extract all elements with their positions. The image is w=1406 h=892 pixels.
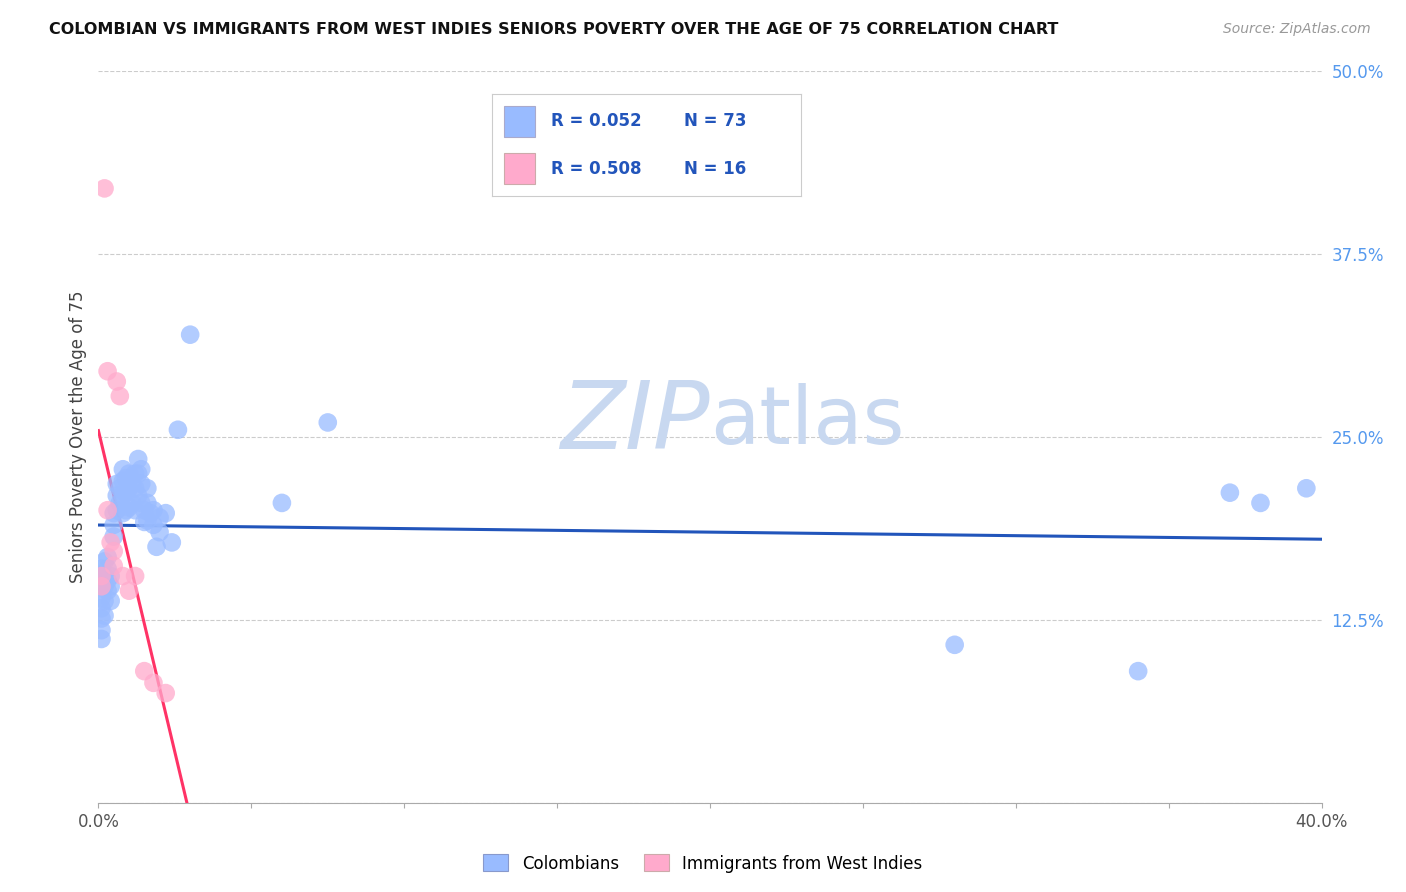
- Point: [111, 569, 134, 583]
- Point: [108, 481, 131, 495]
- Point: [93, 181, 115, 195]
- Point: [115, 485, 138, 500]
- Point: [100, 569, 122, 583]
- Point: [127, 489, 149, 503]
- Point: [93, 569, 115, 583]
- Point: [90, 601, 112, 615]
- Point: [97, 549, 120, 564]
- Point: [105, 503, 128, 517]
- Point: [118, 500, 141, 515]
- Point: [93, 608, 115, 623]
- Legend: Colombians, Immigrants from West Indies: Colombians, Immigrants from West Indies: [477, 847, 929, 880]
- Point: [136, 496, 159, 510]
- Point: [115, 503, 138, 517]
- Point: [90, 632, 112, 646]
- Point: [118, 481, 141, 495]
- Point: [142, 517, 165, 532]
- Point: [124, 467, 146, 481]
- Point: [134, 664, 156, 678]
- Point: [155, 506, 177, 520]
- Point: [1249, 496, 1271, 510]
- Text: R = 0.052: R = 0.052: [551, 112, 641, 130]
- Point: [90, 569, 112, 583]
- Point: [103, 506, 125, 520]
- Point: [139, 506, 162, 520]
- Point: [129, 462, 152, 476]
- Point: [90, 611, 112, 625]
- Point: [115, 471, 138, 485]
- Point: [90, 579, 112, 593]
- Point: [149, 510, 172, 524]
- Point: [97, 364, 120, 378]
- Point: [127, 467, 149, 481]
- Point: [90, 562, 112, 576]
- Point: [145, 540, 167, 554]
- Point: [100, 594, 122, 608]
- Point: [103, 544, 125, 558]
- Point: [90, 579, 112, 593]
- Point: [1128, 664, 1150, 678]
- Text: R = 0.508: R = 0.508: [551, 160, 641, 178]
- Point: [97, 583, 120, 598]
- Point: [179, 327, 201, 342]
- Text: Source: ZipAtlas.com: Source: ZipAtlas.com: [1223, 22, 1371, 37]
- Point: [97, 503, 120, 517]
- Point: [90, 591, 112, 605]
- Point: [149, 525, 172, 540]
- Point: [111, 506, 134, 520]
- Point: [129, 496, 152, 510]
- Point: [108, 389, 131, 403]
- Point: [111, 462, 134, 476]
- Point: [108, 496, 131, 510]
- Text: N = 73: N = 73: [683, 112, 747, 130]
- Point: [1219, 485, 1241, 500]
- Point: [136, 513, 159, 527]
- Point: [111, 474, 134, 488]
- Point: [93, 554, 115, 568]
- Point: [121, 496, 143, 510]
- Point: [100, 579, 122, 593]
- Point: [124, 569, 146, 583]
- Point: [97, 574, 120, 588]
- Point: [270, 496, 292, 510]
- Point: [93, 594, 115, 608]
- Point: [124, 503, 146, 517]
- Point: [160, 535, 183, 549]
- Point: [1295, 481, 1317, 495]
- Point: [103, 517, 125, 532]
- Point: [105, 375, 128, 389]
- Text: N = 16: N = 16: [683, 160, 747, 178]
- Point: [127, 452, 149, 467]
- Point: [121, 476, 143, 491]
- Text: atlas: atlas: [710, 384, 904, 461]
- Point: [105, 489, 128, 503]
- Point: [943, 638, 966, 652]
- Point: [100, 535, 122, 549]
- Point: [111, 489, 134, 503]
- Point: [134, 503, 156, 517]
- Y-axis label: Seniors Poverty Over the Age of 75: Seniors Poverty Over the Age of 75: [69, 291, 87, 583]
- Point: [142, 503, 165, 517]
- Point: [103, 530, 125, 544]
- Point: [93, 579, 115, 593]
- Point: [90, 569, 112, 583]
- Point: [167, 423, 190, 437]
- Point: [118, 467, 141, 481]
- Point: [155, 686, 177, 700]
- FancyBboxPatch shape: [505, 153, 536, 184]
- Point: [129, 476, 152, 491]
- Text: ZIP: ZIP: [561, 377, 710, 468]
- Point: [118, 583, 141, 598]
- Point: [103, 558, 125, 573]
- Point: [136, 481, 159, 495]
- FancyBboxPatch shape: [505, 106, 536, 136]
- Point: [97, 562, 120, 576]
- Point: [90, 623, 112, 637]
- Point: [124, 481, 146, 495]
- Point: [142, 676, 165, 690]
- Point: [316, 416, 339, 430]
- Point: [105, 476, 128, 491]
- Text: COLOMBIAN VS IMMIGRANTS FROM WEST INDIES SENIORS POVERTY OVER THE AGE OF 75 CORR: COLOMBIAN VS IMMIGRANTS FROM WEST INDIES…: [49, 22, 1059, 37]
- Point: [134, 515, 156, 529]
